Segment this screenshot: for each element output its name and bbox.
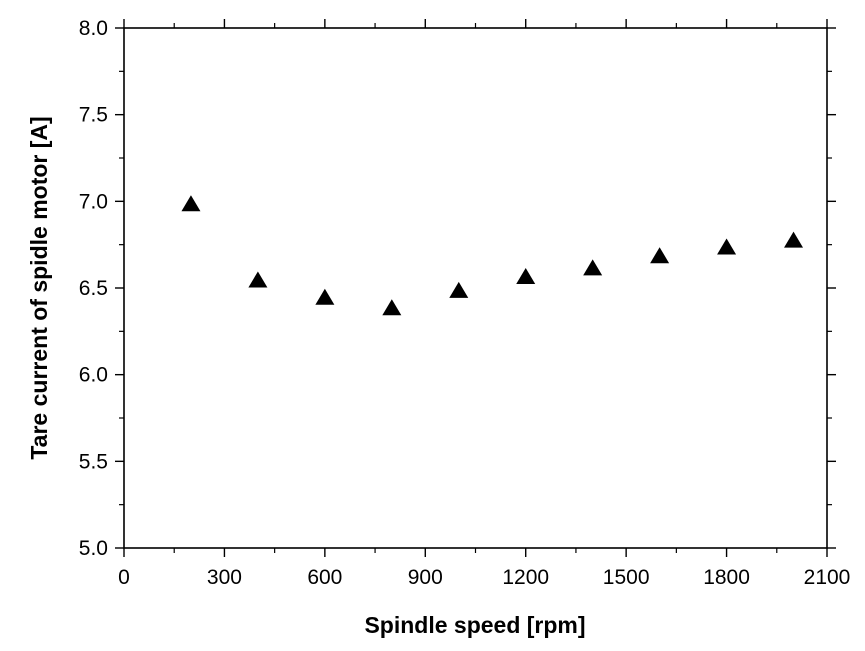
data-point-triangle [784,231,804,248]
x-tick-label: 900 [408,566,443,589]
x-tick-label: 1200 [502,566,549,589]
x-tick-label: 0 [118,566,130,589]
data-point-triangle [717,238,737,255]
y-tick-label: 7.5 [79,104,108,127]
y-tick-label: 5.0 [79,537,108,560]
y-tick-label: 6.5 [79,277,108,300]
x-tick-label: 2100 [804,566,851,589]
data-point-triangle [315,288,335,305]
data-point-triangle [248,271,268,288]
y-tick-label: 6.0 [79,364,108,387]
y-tick-label: 5.5 [79,450,108,473]
data-point-triangle [449,281,469,298]
x-tick-label: 600 [307,566,342,589]
data-point-triangle [181,195,201,212]
data-point-triangle [583,259,603,276]
y-tick-label: 7.0 [79,190,108,213]
data-point-triangle [516,268,536,284]
plot-frame [123,27,828,549]
y-tick-label: 8.0 [79,17,108,40]
x-tick-label: 1800 [703,566,750,589]
data-point-triangle [650,247,670,264]
x-tick-label: 1500 [603,566,650,589]
data-point-triangle [382,299,402,316]
y-axis-title: Tare current of spidle motor [A] [26,116,52,459]
x-axis-title: Spindle speed [rpm] [364,612,585,638]
x-tick-label: 300 [207,566,242,589]
